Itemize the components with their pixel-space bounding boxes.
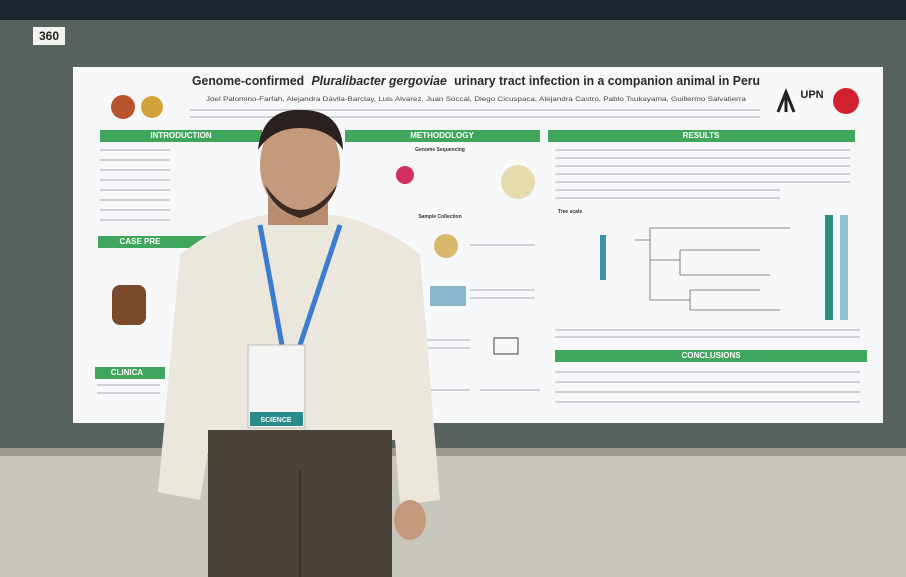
logo [111, 95, 135, 119]
title-part: urinary tract infection in a companion a… [454, 74, 760, 88]
subheading: Genome Sequencing [415, 147, 465, 153]
figure-icon [396, 166, 414, 184]
ceiling [0, 0, 906, 22]
section-header: INTRODUCTION [150, 131, 212, 140]
logo [833, 88, 859, 114]
heatmap-column [840, 215, 848, 320]
section-header: CONCLUSIONS [681, 351, 741, 360]
title-part: Genome-confirmed [192, 74, 304, 88]
subheading: Sample Collection [418, 214, 461, 220]
section-bar [548, 130, 855, 142]
figure-petri [501, 165, 535, 199]
floor [0, 448, 906, 577]
section-bar [95, 367, 165, 379]
section-bar [345, 130, 540, 142]
person: SCIENCE [158, 109, 440, 577]
upn-logo: UPN [800, 89, 823, 101]
logo [141, 96, 163, 118]
section-header: RESULTS [683, 131, 720, 140]
section-header: CLINICA [111, 368, 144, 377]
subheading: Tree scale [558, 209, 582, 215]
board-number: 360 [39, 29, 59, 43]
upn-arrow [776, 87, 796, 113]
phylogenetic-tree [635, 227, 790, 311]
poster-authors: Joel Palomino-Farfah, Alejandra Dávila-B… [206, 97, 747, 103]
section-bar [100, 130, 262, 142]
heatmap-column [825, 215, 833, 320]
section-bar [98, 236, 208, 248]
dog-illustration [112, 285, 146, 325]
board-number-plate [33, 27, 65, 45]
legend-gradient [600, 235, 606, 280]
section-header: CASE PRE [120, 237, 162, 246]
figure-icon [430, 286, 466, 306]
figure-icon [493, 337, 519, 355]
floor-edge [0, 448, 906, 456]
poster-title: Genome-confirmed Pluralibacter gergoviae… [192, 74, 760, 88]
badge-text: SCIENCE [260, 417, 291, 424]
section-bar [555, 350, 867, 362]
figure-petri [434, 234, 458, 258]
body-text [97, 149, 860, 403]
section-header: METHODOLOGY [410, 131, 474, 140]
title-species: Pluralibacter gergoviae [311, 74, 446, 88]
